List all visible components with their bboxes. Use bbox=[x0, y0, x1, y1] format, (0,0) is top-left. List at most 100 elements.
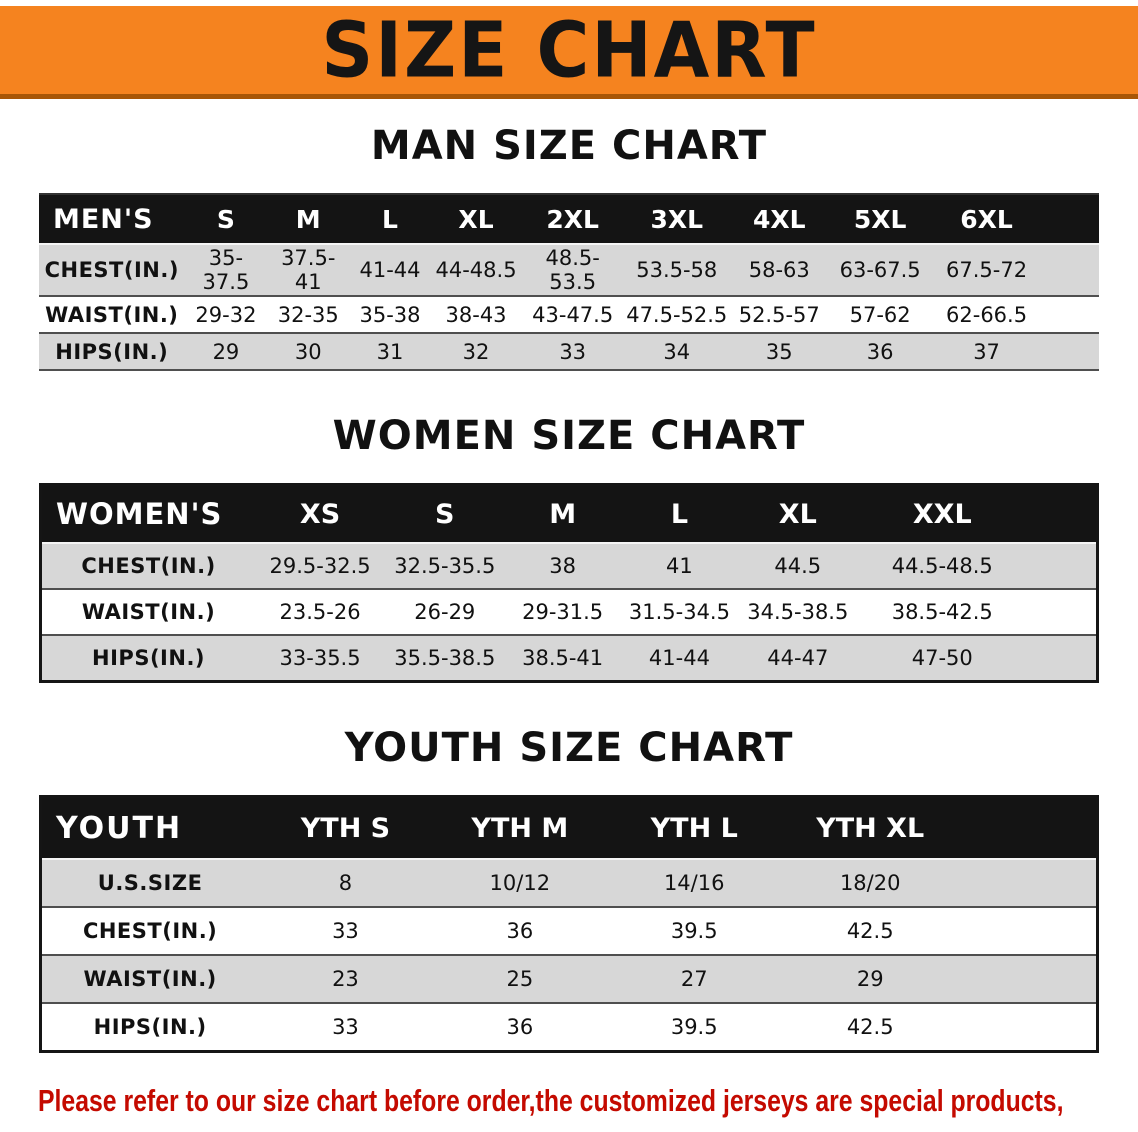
disclaimer: Please refer to our size chart before or… bbox=[38, 1079, 1118, 1132]
size-value: 63-67.5 bbox=[839, 258, 921, 282]
women-size-table: WOMEN'S XS S M L XL XXL CHEST(IN.) 29.5-32.5 32.5… bbox=[39, 483, 1099, 683]
table-row: HIPS(IN.) 33-35.5 35.5-38.5 38.5-41 41-44 44-… bbox=[40, 635, 1098, 682]
size-column-header: L bbox=[620, 484, 739, 544]
size-value: 38.5-42.5 bbox=[891, 600, 993, 624]
women-section-heading: WOMEN SIZE CHART bbox=[332, 413, 806, 459]
size-value: 48.5-53.5 bbox=[545, 246, 600, 294]
size-value: 35.5-38.5 bbox=[394, 646, 496, 670]
size-column-header: 4XL bbox=[729, 194, 830, 245]
size-value: 31.5-34.5 bbox=[628, 600, 730, 624]
table-row: WAIST(IN.) 23 25 27 29 bbox=[40, 955, 1098, 1003]
size-value: 41-44 bbox=[359, 258, 421, 282]
measurement-label: WAIST(IN.) bbox=[83, 967, 217, 991]
size-value: 36 bbox=[506, 919, 534, 943]
size-value: 44.5-48.5 bbox=[891, 554, 993, 578]
size-column-header: YTH XL bbox=[781, 796, 1098, 860]
size-value: 29 bbox=[212, 339, 240, 364]
size-value: 53.5-58 bbox=[636, 258, 718, 282]
disclaimer-line-1: Please refer to our size chart before or… bbox=[38, 1083, 1064, 1118]
table-row: CHEST(IN.) 33 36 39.5 42.5 bbox=[40, 907, 1098, 955]
size-value: 23 bbox=[332, 967, 359, 991]
size-value: 41 bbox=[666, 554, 693, 578]
table-title: YOUTH bbox=[40, 796, 259, 860]
youth-section: YOUTH SIZE CHART YOUTH YTH S YTH M YTH L YTH… bbox=[0, 725, 1138, 1053]
size-value: 44-48.5 bbox=[435, 258, 517, 282]
size-column-header: L bbox=[349, 194, 431, 245]
measurement-label: CHEST(IN.) bbox=[81, 554, 216, 578]
men-section: MAN SIZE CHART MEN'S S M L XL 2XL 3XL 4XL 5XL 6XL… bbox=[0, 123, 1138, 371]
size-value: 47.5-52.5 bbox=[626, 302, 728, 327]
size-value: 36 bbox=[506, 1015, 534, 1039]
table-row: WAIST(IN.) 23.5-26 26-29 29-31.5 31.5-34.5 34… bbox=[40, 589, 1098, 635]
size-value: 33 bbox=[332, 1015, 359, 1039]
size-value: 29-31.5 bbox=[522, 600, 604, 624]
size-value: 42.5 bbox=[846, 919, 894, 943]
size-column-header: S bbox=[385, 484, 505, 544]
youth-size-table: YOUTH YTH S YTH M YTH L YTH XL U.S.SIZE 8 10/12… bbox=[39, 795, 1099, 1053]
size-column-header: XS bbox=[255, 484, 386, 544]
table-row: HIPS(IN.) 29 30 31 32 33 34 35 36 37 bbox=[39, 333, 1099, 370]
page-title: SIZE CHART bbox=[321, 5, 817, 95]
table-title: MEN'S bbox=[39, 194, 185, 245]
men-section-heading: MAN SIZE CHART bbox=[370, 123, 768, 169]
measurement-label: CHEST(IN.) bbox=[82, 919, 218, 943]
size-value: 44-47 bbox=[767, 646, 829, 670]
size-value: 29.5-32.5 bbox=[269, 554, 371, 578]
table-row: WAIST(IN.) 29-32 32-35 35-38 38-43 43-47.5 47.… bbox=[39, 296, 1099, 333]
size-value: 38 bbox=[549, 554, 576, 578]
table-header-row: WOMEN'S XS S M L XL XXL bbox=[40, 484, 1098, 544]
size-value: 27 bbox=[680, 967, 708, 991]
table-row: HIPS(IN.) 33 36 39.5 42.5 bbox=[40, 1003, 1098, 1052]
size-value: 35-37.5 bbox=[202, 246, 250, 294]
size-value: 32 bbox=[462, 339, 490, 364]
size-value: 31 bbox=[376, 339, 404, 364]
measurement-label: HIPS(IN.) bbox=[92, 646, 206, 670]
size-value: 39.5 bbox=[670, 1015, 718, 1039]
size-value: 38.5-41 bbox=[522, 646, 604, 670]
measurement-label: CHEST(IN.) bbox=[44, 258, 179, 282]
disclaimer-line-2: we don't accept cancel, change, teturn o… bbox=[38, 1122, 947, 1132]
size-value: 37 bbox=[973, 339, 1000, 364]
men-size-table: MEN'S S M L XL 2XL 3XL 4XL 5XL 6XL CHEST(IN.) 35-37… bbox=[39, 193, 1099, 371]
size-column-header: 5XL bbox=[829, 194, 932, 245]
size-value: 18/20 bbox=[839, 871, 901, 895]
measurement-label: WAIST(IN.) bbox=[45, 302, 179, 327]
size-column-header: XL bbox=[430, 194, 522, 245]
size-column-header: XXL bbox=[857, 484, 1098, 544]
size-value: 58-63 bbox=[748, 258, 810, 282]
size-value: 33-35.5 bbox=[279, 646, 361, 670]
youth-section-heading: YOUTH SIZE CHART bbox=[344, 725, 794, 771]
size-column-header: 2XL bbox=[521, 194, 625, 245]
size-column-header: M bbox=[267, 194, 350, 245]
size-value: 29-32 bbox=[195, 302, 257, 327]
size-value: 37.5-41 bbox=[281, 246, 336, 294]
size-value: 57-62 bbox=[849, 302, 911, 327]
size-column-header: YTH M bbox=[432, 796, 608, 860]
size-column-header: YTH S bbox=[258, 796, 433, 860]
table-header-row: MEN'S S M L XL 2XL 3XL 4XL 5XL 6XL bbox=[39, 194, 1099, 245]
size-column-header: S bbox=[184, 194, 268, 245]
size-value: 10/12 bbox=[489, 871, 551, 895]
table-row: CHEST(IN.) 35-37.5 37.5-41 41-44 44-48.5 48.5… bbox=[39, 244, 1099, 296]
size-value: 33 bbox=[332, 919, 359, 943]
measurement-label: HIPS(IN.) bbox=[93, 1015, 207, 1039]
size-value: 41-44 bbox=[648, 646, 710, 670]
size-value: 26-29 bbox=[414, 600, 476, 624]
size-column-header: 6XL bbox=[931, 194, 1099, 245]
table-row: CHEST(IN.) 29.5-32.5 32.5-35.5 38 41 44.5 44.5… bbox=[40, 543, 1098, 589]
size-value: 34 bbox=[663, 339, 691, 364]
measurement-label: U.S.SIZE bbox=[97, 871, 203, 895]
table-title: WOMEN'S bbox=[40, 484, 256, 544]
size-column-header: 3XL bbox=[624, 194, 730, 245]
size-value: 30 bbox=[294, 339, 322, 364]
size-column-header: XL bbox=[738, 484, 858, 544]
size-value: 34.5-38.5 bbox=[747, 600, 849, 624]
size-value: 35 bbox=[765, 339, 793, 364]
banner: SIZE CHART bbox=[0, 5, 1138, 99]
table-row: U.S.SIZE 8 10/12 14/16 18/20 bbox=[40, 859, 1098, 907]
size-value: 33 bbox=[559, 339, 587, 364]
size-value: 36 bbox=[866, 339, 894, 364]
size-value: 39.5 bbox=[670, 919, 718, 943]
size-value: 62-66.5 bbox=[946, 302, 1028, 327]
